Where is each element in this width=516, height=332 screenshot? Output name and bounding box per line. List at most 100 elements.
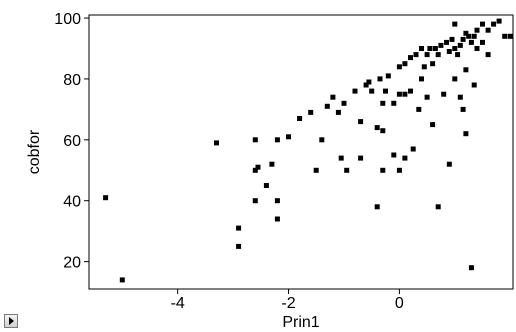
x-tick-label: -2 — [281, 295, 295, 312]
data-point-65 — [444, 39, 449, 45]
data-point-87 — [480, 39, 485, 45]
data-point-53 — [419, 76, 424, 82]
expand-panel-button[interactable] — [4, 314, 18, 328]
data-point-6 — [252, 167, 258, 173]
data-point-13 — [274, 216, 280, 222]
data-point-93 — [507, 33, 513, 39]
data-point-92 — [502, 33, 508, 39]
data-point-7 — [255, 164, 261, 170]
data-point-2 — [214, 140, 219, 146]
data-point-60 — [432, 46, 438, 51]
data-point-66 — [446, 49, 452, 54]
plot-marks — [103, 18, 513, 283]
plot-frame — [88, 14, 514, 290]
data-point-10 — [269, 161, 275, 167]
data-point-41 — [396, 64, 402, 70]
data-point-81 — [468, 39, 474, 45]
data-point-9 — [263, 183, 269, 188]
data-point-84 — [474, 27, 480, 33]
data-point-4 — [236, 243, 242, 249]
data-point-63 — [438, 42, 444, 48]
data-point-79 — [463, 131, 469, 137]
data-point-23 — [341, 100, 347, 106]
data-point-34 — [380, 100, 386, 106]
data-point-52 — [419, 46, 424, 51]
data-point-88 — [485, 27, 491, 33]
data-point-15 — [297, 116, 303, 121]
data-point-57 — [427, 46, 433, 51]
data-point-42 — [396, 91, 402, 97]
data-point-39 — [391, 100, 397, 106]
data-point-17 — [313, 167, 319, 173]
data-point-75 — [460, 36, 466, 42]
data-point-59 — [430, 122, 436, 128]
data-point-16 — [308, 109, 314, 115]
data-point-29 — [366, 79, 372, 85]
data-point-76 — [460, 106, 466, 112]
data-point-54 — [421, 64, 427, 70]
data-point-85 — [474, 46, 480, 51]
data-point-68 — [449, 36, 455, 42]
data-point-70 — [452, 46, 458, 51]
data-point-74 — [457, 94, 463, 100]
x-axis-title: Prin1 — [282, 314, 319, 331]
data-point-80 — [466, 33, 472, 39]
data-point-30 — [369, 88, 375, 94]
y-tick-label: 60 — [63, 133, 81, 150]
data-point-45 — [402, 91, 408, 97]
data-point-48 — [408, 88, 413, 94]
data-point-71 — [452, 76, 458, 82]
data-point-14 — [286, 134, 291, 140]
data-point-51 — [416, 106, 422, 112]
data-point-21 — [335, 109, 341, 115]
data-point-72 — [455, 52, 461, 58]
data-point-64 — [441, 91, 447, 97]
data-point-35 — [380, 128, 386, 134]
data-point-32 — [374, 204, 380, 210]
data-point-40 — [391, 152, 397, 158]
data-point-44 — [402, 61, 408, 67]
y-tick-label: 40 — [63, 194, 81, 211]
data-point-8 — [252, 198, 258, 204]
data-point-46 — [402, 155, 408, 161]
data-point-38 — [385, 73, 391, 79]
data-point-25 — [352, 88, 358, 94]
data-point-49 — [410, 146, 416, 152]
data-point-61 — [435, 52, 441, 58]
data-point-91 — [496, 18, 502, 24]
data-point-3 — [236, 225, 242, 231]
data-point-43 — [396, 167, 402, 173]
data-point-18 — [319, 137, 325, 143]
data-point-89 — [485, 52, 491, 58]
data-point-78 — [463, 67, 469, 73]
data-point-62 — [435, 204, 441, 210]
data-point-22 — [338, 155, 344, 161]
data-point-36 — [380, 167, 386, 173]
data-point-20 — [330, 94, 336, 100]
y-tick-label: 100 — [54, 11, 81, 28]
data-point-55 — [424, 52, 430, 58]
data-point-58 — [430, 61, 436, 67]
data-point-82 — [471, 33, 477, 39]
data-point-56 — [424, 94, 430, 100]
x-tick-label: 0 — [395, 295, 404, 312]
data-point-24 — [344, 167, 350, 173]
data-point-47 — [408, 55, 413, 61]
data-point-28 — [363, 82, 369, 88]
data-point-90 — [491, 21, 497, 27]
data-point-19 — [324, 103, 330, 109]
data-point-67 — [446, 161, 452, 167]
y-tick-label: 80 — [63, 72, 81, 89]
data-point-73 — [457, 42, 463, 48]
data-point-27 — [358, 155, 364, 161]
data-point-0 — [103, 195, 109, 201]
data-point-26 — [358, 119, 364, 125]
data-point-5 — [252, 137, 258, 143]
data-point-94 — [468, 265, 474, 271]
x-tick-label: -4 — [171, 295, 185, 312]
axis-ticks: -4 -2 0 20 40 60 80 100 — [54, 11, 404, 312]
data-point-77 — [463, 30, 469, 36]
data-point-11 — [274, 137, 280, 143]
data-point-33 — [377, 76, 383, 82]
